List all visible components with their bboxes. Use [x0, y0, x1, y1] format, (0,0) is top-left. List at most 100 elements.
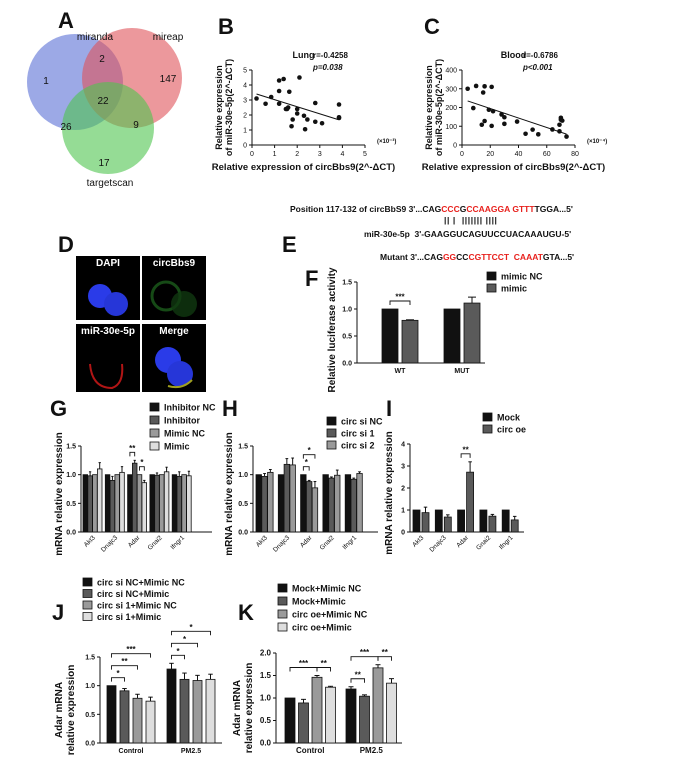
data-point [297, 75, 302, 80]
panel-label-h: H [222, 396, 238, 421]
r-value: r=-0.4258 [313, 51, 348, 60]
data-point [473, 83, 479, 89]
bar [205, 678, 216, 744]
venn-circle-targetscan [62, 82, 154, 174]
bar [261, 475, 268, 533]
image-label: miR-30e-5p [76, 326, 140, 337]
bar [179, 678, 190, 744]
legend-swatch [486, 271, 497, 281]
data-point [557, 122, 562, 128]
bar [501, 509, 510, 533]
circbbs9-sequence: Position 117-132 of circBbS9 3'...CAGCCC… [290, 204, 573, 214]
data-point [482, 84, 487, 89]
significance-bracket [302, 466, 310, 471]
y-axis-label: Adar mRNA [54, 682, 65, 738]
data-point [559, 118, 565, 123]
significance-bracket [316, 667, 331, 672]
data-point [285, 105, 291, 110]
y-tick-label: 0.5 [238, 501, 248, 508]
significance-bracket [111, 653, 151, 658]
significance-label: ** [129, 444, 136, 453]
bar-chart-h: 0.0 0.5 1.0 1.5 Akt3 Dnajc3 Adar Gnai2 Ifngr1 * * c… [224, 417, 383, 556]
data-point [479, 122, 485, 128]
sequence-prefix: Position 117-132 of circBbS9 3'...CAG [290, 204, 442, 214]
legend-swatch [149, 415, 160, 425]
x-tick-label: 1 [273, 151, 277, 158]
category-label: Dnajc3 [428, 534, 448, 554]
y-tick-label: 1.0 [66, 472, 76, 479]
y-tick-label: 1.0 [85, 683, 95, 690]
legend-swatch [486, 283, 497, 293]
y-tick-label: 1.5 [66, 444, 76, 451]
significance-label: * [183, 635, 187, 644]
legend-swatch [277, 609, 288, 619]
data-point [294, 111, 300, 116]
significance-label: * [189, 623, 193, 632]
bar [401, 319, 419, 364]
significance-label: *** [395, 293, 405, 302]
category-label: MUT [454, 368, 470, 375]
bar [311, 487, 319, 533]
x-tick-label: 2 [295, 151, 299, 158]
legend-label: Inhibitor NC [164, 403, 216, 413]
regression-line [467, 100, 567, 135]
bar [87, 475, 93, 533]
significance-bracket [171, 630, 211, 636]
venn-count: 1 [43, 76, 49, 87]
bar [163, 471, 170, 533]
bar [149, 474, 155, 533]
bar [141, 482, 147, 533]
significance-label: * [308, 446, 312, 455]
y-tick-label: 4 [243, 83, 247, 90]
bar [381, 308, 399, 364]
significance-label: ** [121, 657, 128, 666]
y-tick-label: 1 [401, 508, 405, 515]
bar [119, 471, 125, 533]
significance-bracket [139, 466, 145, 471]
panel-label-j: J [52, 600, 65, 625]
bar [466, 471, 475, 533]
data-point [514, 119, 520, 124]
significance-bracket [289, 667, 318, 672]
legend-label: circ si NC+Mimic [97, 589, 169, 599]
legend-label: circ si 2 [341, 441, 375, 451]
y-tick-label: 3 [243, 98, 247, 105]
y-tick-label: 0.0 [238, 530, 248, 537]
x-tick-label: 4 [340, 151, 344, 158]
significance-label: *** [299, 659, 309, 668]
bar [356, 473, 363, 533]
x-axis-label: Relative expression of circBbs9(2^-ΔCT) [212, 162, 395, 173]
venn-set-label: miranda [77, 32, 114, 43]
category-label: Dnajc3 [100, 534, 120, 554]
bar-chart-f: 0.0 0.5 1.0 1.5 WT MUT *** mimic NC mimic Relativ… [327, 267, 543, 393]
mir30e-sequence: miR-30e-5p 3'-GAAGGUCAGUUCCUACAAAUGU-5' [364, 229, 572, 239]
bar [359, 695, 370, 744]
significance-bracket [377, 656, 392, 661]
y-axis-label: Relative luciferase activity [327, 267, 338, 393]
y-axis-label: relative expression [244, 663, 255, 754]
y-axis-label: Relative expression [214, 65, 224, 150]
bar [443, 308, 461, 364]
data-point [530, 127, 535, 132]
bar [325, 686, 336, 744]
significance-label: ** [355, 670, 362, 679]
data-point [301, 113, 307, 119]
category-label: Ifngr1 [498, 534, 515, 551]
bar [145, 700, 156, 744]
category-label: Akt3 [255, 534, 269, 548]
significance-label: *** [126, 645, 136, 654]
y-tick-label: 0 [453, 143, 457, 150]
bar [255, 474, 262, 533]
data-point [312, 119, 318, 125]
x-tick-label: 60 [543, 151, 551, 158]
y-tick-label: 1.5 [238, 444, 248, 451]
legend-label: circ si NC [341, 417, 383, 427]
venn-diagram: miranda mireap targetscan 1 147 17 2 26 9 22 [27, 28, 184, 189]
x-tick-label: 3 [318, 151, 322, 158]
bar [305, 481, 313, 533]
x-tick-label: 40 [515, 151, 523, 158]
chart-title: Blood [501, 50, 527, 60]
